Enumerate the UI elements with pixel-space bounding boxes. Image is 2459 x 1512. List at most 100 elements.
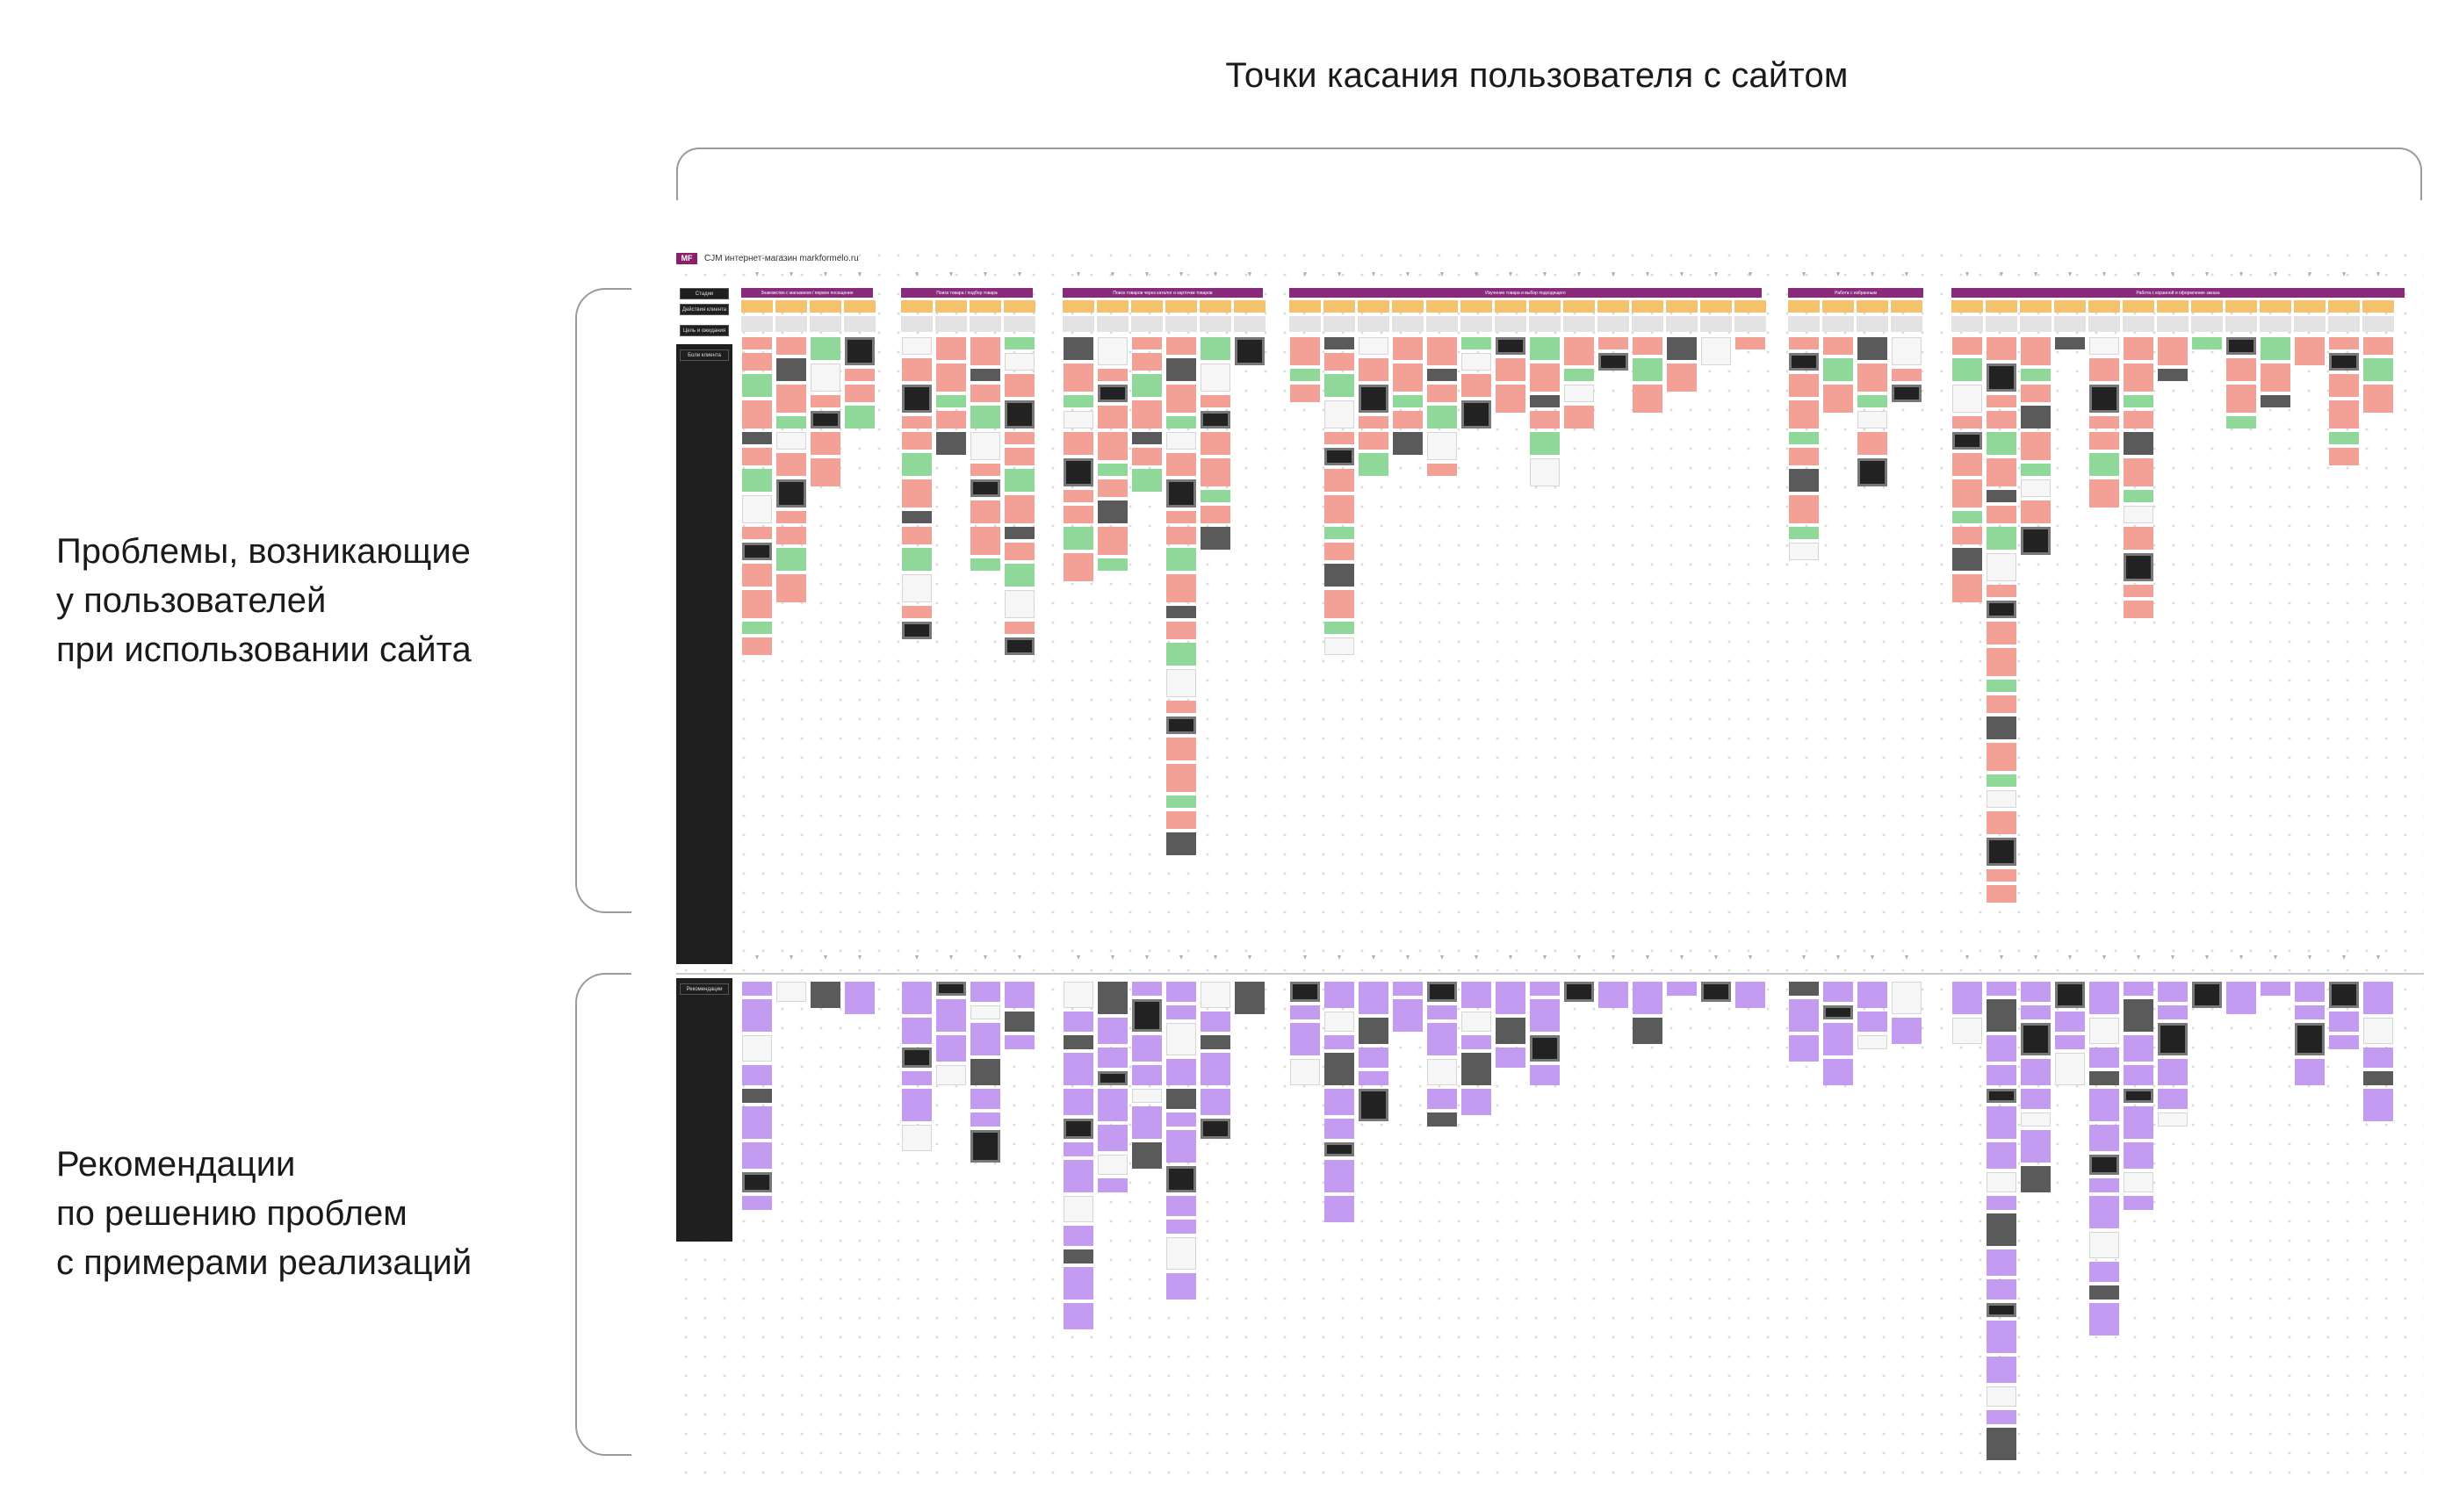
action-card[interactable]: [1986, 300, 2017, 313]
pain-card[interactable]: [742, 622, 772, 634]
pain-card[interactable]: [2124, 458, 2153, 486]
pain-card[interactable]: [902, 358, 932, 381]
recommendation-card[interactable]: [1166, 1005, 1196, 1019]
goal-card[interactable]: [1700, 316, 1732, 332]
recommendation-card[interactable]: [2021, 1130, 2051, 1163]
pain-card[interactable]: [1166, 527, 1196, 544]
pain-card[interactable]: [742, 564, 772, 587]
pain-card[interactable]: [1952, 511, 1982, 523]
pain-card[interactable]: [1987, 622, 2016, 644]
pain-card[interactable]: [1005, 527, 1035, 539]
pain-card[interactable]: [1005, 448, 1035, 465]
recommendation-card[interactable]: [1987, 1357, 2016, 1383]
pain-card[interactable]: [1461, 374, 1491, 397]
pain-card[interactable]: [776, 453, 806, 476]
pain-card[interactable]: [1005, 590, 1035, 618]
action-card[interactable]: [2020, 300, 2052, 313]
pain-card[interactable]: [2158, 369, 2188, 381]
pain-card[interactable]: [902, 479, 932, 508]
pain-card[interactable]: [776, 527, 806, 544]
pain-card[interactable]: [970, 500, 1000, 523]
pain-card[interactable]: [1064, 458, 1093, 486]
recommendation-card[interactable]: [1098, 1155, 1128, 1175]
action-card[interactable]: [2294, 300, 2326, 313]
pain-card[interactable]: [902, 574, 932, 602]
recommendation-card[interactable]: [2021, 1005, 2051, 1019]
pain-card[interactable]: [1427, 369, 1457, 381]
recommendation-card[interactable]: [742, 1106, 772, 1139]
pain-card[interactable]: [1857, 411, 1887, 428]
action-card[interactable]: [1323, 300, 1355, 313]
pain-card[interactable]: [1132, 400, 1162, 428]
pain-card[interactable]: [2124, 601, 2153, 618]
recommendation-card[interactable]: [2089, 1018, 2119, 1044]
pain-card[interactable]: [2158, 337, 2188, 365]
pain-card[interactable]: [1496, 385, 1525, 413]
recommendation-card[interactable]: [970, 982, 1000, 1002]
pain-card[interactable]: [1633, 385, 1662, 413]
action-card[interactable]: [2191, 300, 2223, 313]
pain-card[interactable]: [1166, 385, 1196, 413]
recommendation-card[interactable]: [2055, 1035, 2085, 1049]
pain-card[interactable]: [1952, 432, 1982, 450]
recommendation-card[interactable]: [1633, 1018, 1662, 1044]
pain-card[interactable]: [1290, 337, 1320, 365]
pain-card[interactable]: [1393, 337, 1423, 360]
pain-card[interactable]: [1952, 574, 1982, 602]
pain-card[interactable]: [1427, 464, 1457, 476]
recommendation-card[interactable]: [1098, 1071, 1128, 1085]
pain-card[interactable]: [1064, 411, 1093, 428]
pain-card[interactable]: [970, 369, 1000, 381]
goal-card[interactable]: [1200, 316, 1231, 332]
pain-card[interactable]: [1324, 622, 1354, 634]
goal-card[interactable]: [2225, 316, 2257, 332]
pain-card[interactable]: [2021, 337, 2051, 365]
pain-card[interactable]: [1987, 885, 2016, 903]
recommendation-card[interactable]: [2329, 1012, 2359, 1032]
pain-card[interactable]: [1132, 337, 1162, 349]
recommendation-card[interactable]: [2089, 1196, 2119, 1228]
pain-card[interactable]: [1324, 590, 1354, 618]
recommendation-card[interactable]: [1461, 1012, 1491, 1032]
pain-card[interactable]: [1098, 369, 1128, 381]
pain-card[interactable]: [902, 416, 932, 428]
pain-card[interactable]: [902, 527, 932, 544]
pain-card[interactable]: [2329, 353, 2359, 371]
recommendation-card[interactable]: [1166, 1196, 1196, 1216]
pain-card[interactable]: [1201, 395, 1230, 407]
recommendation-card[interactable]: [1098, 1048, 1128, 1068]
recommendation-card[interactable]: [1952, 982, 1982, 1014]
recommendation-card[interactable]: [2055, 982, 2085, 1008]
recommendation-card[interactable]: [1892, 982, 1922, 1014]
goal-card[interactable]: [2260, 316, 2291, 332]
recommendation-card[interactable]: [1132, 1142, 1162, 1169]
recommendation-card[interactable]: [1064, 1053, 1093, 1085]
recommendation-card[interactable]: [1667, 982, 1697, 996]
recommendation-card[interactable]: [1987, 1089, 2016, 1103]
pain-card[interactable]: [811, 458, 840, 486]
action-card[interactable]: [1632, 300, 1663, 313]
recommendation-card[interactable]: [1098, 1089, 1128, 1121]
pain-card[interactable]: [1987, 774, 2016, 787]
pain-card[interactable]: [1324, 469, 1354, 492]
pain-card[interactable]: [970, 558, 1000, 571]
goal-card[interactable]: [970, 316, 1001, 332]
pain-card[interactable]: [1496, 358, 1525, 381]
pain-card[interactable]: [742, 469, 772, 492]
action-card[interactable]: [2157, 300, 2189, 313]
pain-card[interactable]: [1987, 838, 2016, 866]
recommendation-card[interactable]: [1290, 982, 1320, 1002]
action-card[interactable]: [741, 300, 773, 313]
recommendation-card[interactable]: [2089, 1155, 2119, 1175]
pain-card[interactable]: [2089, 432, 2119, 450]
pain-card[interactable]: [1064, 490, 1093, 502]
pain-card[interactable]: [1324, 353, 1354, 371]
recommendation-card[interactable]: [1564, 982, 1594, 1002]
pain-card[interactable]: [776, 358, 806, 381]
recommendation-card[interactable]: [1987, 1428, 2016, 1460]
action-card[interactable]: [844, 300, 876, 313]
pain-card[interactable]: [936, 411, 966, 428]
recommendation-card[interactable]: [2089, 1089, 2119, 1121]
pain-card[interactable]: [1952, 337, 1982, 355]
recommendation-card[interactable]: [742, 982, 772, 996]
